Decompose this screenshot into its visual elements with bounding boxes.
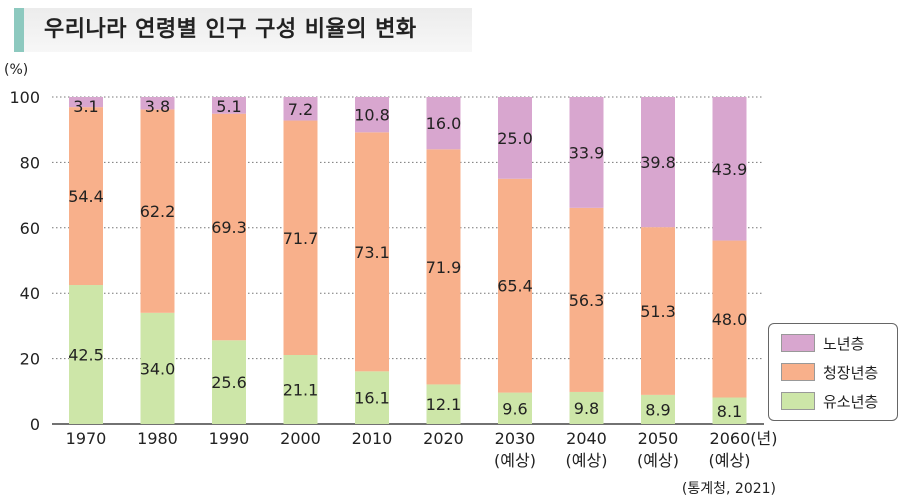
bar-segment [212, 97, 246, 114]
data-label: 48.0 [712, 310, 748, 329]
chart-legend: 노년층 청장년층 유소년층 [768, 323, 898, 421]
bar-segment [212, 340, 246, 424]
x-tick-label: 1980 [137, 429, 178, 448]
chart-title: 우리나라 연령별 인구 구성 비율의 변화 [44, 17, 417, 42]
legend-label-elderly: 노년층 [823, 334, 865, 353]
data-label: 8.9 [645, 400, 670, 419]
bar-segment [69, 107, 103, 286]
legend-item-elderly: 노년층 [781, 332, 864, 354]
data-label: 43.9 [712, 160, 748, 179]
data-label: 73.1 [354, 243, 390, 262]
x-tick-label: 2050 [638, 429, 679, 448]
data-label: 16.1 [354, 389, 390, 408]
bar-segment [498, 97, 532, 179]
bar-segment [569, 391, 604, 424]
y-tick-label: 60 [20, 219, 40, 238]
bar-segment [641, 97, 675, 228]
data-label: 69.3 [211, 218, 247, 237]
legend-swatch-working-age [781, 363, 815, 381]
x-tick-label: 2040 [566, 429, 607, 448]
bar-segment [426, 149, 461, 385]
bar-segment [283, 97, 318, 121]
bar-segment [498, 392, 532, 424]
data-label: 65.4 [497, 277, 533, 296]
x-tick-sublabel: (예상) [637, 451, 679, 470]
data-label: 7.2 [288, 100, 313, 119]
x-tick-label: 2030 [495, 429, 536, 448]
title-accent-bar [14, 8, 24, 52]
bar-segment [69, 285, 103, 424]
bar-segment [140, 97, 175, 110]
legend-label-youth: 유소년층 [823, 392, 879, 411]
data-label: 62.2 [140, 202, 176, 221]
data-label: 3.1 [73, 97, 98, 116]
title-box [14, 8, 472, 52]
x-tick-label: 2060(년) [710, 429, 778, 448]
bar-segment [212, 113, 246, 341]
x-tick-sublabel: (예상) [494, 451, 536, 470]
y-tick-label: 20 [20, 350, 40, 369]
x-tick-sublabel: (예상) [709, 451, 751, 470]
x-tick-label: 1990 [209, 429, 250, 448]
data-label: 10.8 [354, 106, 390, 125]
data-label: 71.9 [426, 258, 462, 277]
data-label: 12.1 [426, 395, 462, 414]
x-tick-label: 2020 [423, 429, 464, 448]
bar-segment [426, 384, 461, 424]
data-label: 8.1 [717, 402, 742, 421]
legend-item-youth: 유소년층 [781, 390, 878, 412]
data-label: 71.7 [283, 229, 319, 248]
bar-segment [641, 227, 675, 395]
source-note: (통계청, 2021) [681, 481, 776, 497]
data-label: 34.0 [140, 359, 176, 378]
bar-segment [355, 97, 389, 133]
data-label: 56.3 [569, 291, 605, 310]
x-tick-label: 2010 [352, 429, 393, 448]
data-label: 21.1 [283, 381, 319, 400]
data-label: 9.6 [502, 399, 527, 418]
bar-segment [498, 178, 532, 393]
bar-segment [140, 312, 175, 424]
bar-segment [569, 207, 604, 392]
bar-segment [355, 371, 389, 424]
legend-item-working-age: 청장년층 [781, 361, 878, 383]
bar-segment [641, 394, 675, 424]
data-label: 25.6 [211, 373, 247, 392]
bar-segment [283, 120, 318, 356]
data-label: 39.8 [640, 153, 676, 172]
data-label: 54.4 [68, 187, 104, 206]
y-axis-unit-label: (%) [4, 62, 29, 78]
data-label: 42.5 [68, 346, 104, 365]
x-tick-sublabel: (예상) [566, 451, 608, 470]
bar-segment [712, 240, 747, 398]
data-label: 25.0 [497, 129, 533, 148]
data-label: 51.3 [640, 302, 676, 321]
y-tick-label: 80 [20, 153, 40, 172]
bar-segment [355, 132, 389, 372]
bar-segment [712, 97, 747, 241]
bar-segment [283, 355, 318, 424]
y-tick-label: 0 [30, 415, 40, 434]
x-tick-label: 1970 [66, 429, 107, 448]
legend-label-working-age: 청장년층 [823, 363, 879, 382]
bar-segment [69, 97, 103, 108]
bar-segment [426, 97, 461, 150]
x-tick-label: 2000 [280, 429, 321, 448]
data-label: 9.8 [574, 399, 599, 418]
data-label: 3.8 [145, 97, 170, 116]
bar-segment [140, 109, 175, 313]
data-label: 16.0 [426, 114, 462, 133]
legend-swatch-youth [781, 392, 815, 410]
legend-swatch-elderly [781, 334, 815, 352]
data-label: 5.1 [216, 97, 241, 116]
y-tick-label: 40 [20, 284, 40, 303]
data-label: 33.9 [569, 143, 605, 162]
y-tick-label: 100 [9, 88, 40, 107]
bar-segment [712, 397, 747, 424]
bar-segment [569, 97, 604, 208]
